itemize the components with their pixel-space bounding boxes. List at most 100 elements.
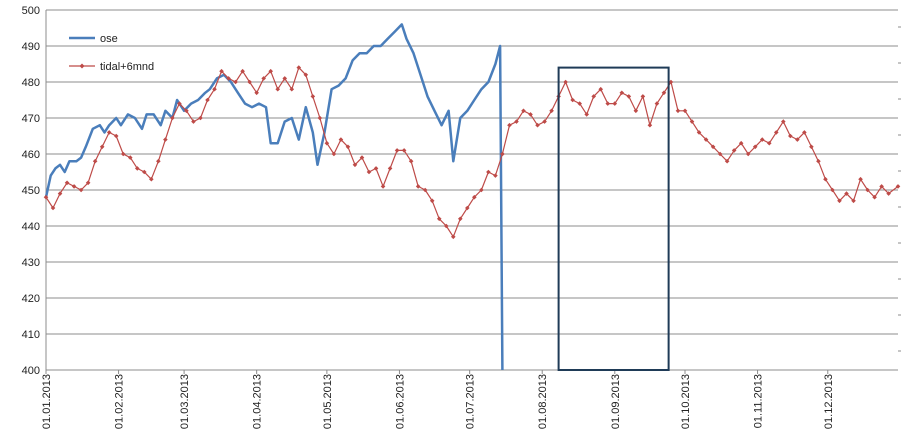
- point-tidal+6mnd-119: [879, 184, 884, 189]
- point-tidal+6mnd-45: [359, 155, 365, 160]
- point-tidal+6mnd-121: [895, 184, 901, 189]
- point-tidal+6mnd-47: [373, 166, 379, 171]
- point-tidal+6mnd-94: [703, 137, 709, 142]
- point-tidal+6mnd-65: [500, 151, 505, 157]
- point-tidal+6mnd-25: [219, 68, 224, 74]
- point-tidal+6mnd-79: [598, 86, 604, 92]
- point-tidal+6mnd-75: [570, 97, 575, 103]
- point-tidal+6mnd-109: [809, 144, 814, 150]
- point-tidal+6mnd-13: [134, 166, 140, 171]
- point-tidal+6mnd-92: [689, 119, 695, 124]
- point-tidal+6mnd-6: [85, 180, 91, 186]
- y-tick-label-490: 490: [22, 41, 40, 53]
- point-tidal+6mnd-95: [710, 144, 716, 150]
- series: [43, 23, 901, 371]
- point-tidal+6mnd-46: [366, 169, 372, 175]
- point-tidal+6mnd-34: [282, 76, 288, 81]
- point-tidal+6mnd-11: [120, 151, 126, 157]
- point-tidal+6mnd-17: [163, 137, 168, 142]
- point-tidal+6mnd-91: [682, 108, 688, 114]
- point-tidal+6mnd-20: [184, 108, 189, 114]
- y-tick-label-410: 410: [22, 329, 40, 341]
- point-tidal+6mnd-56: [436, 216, 442, 222]
- point-tidal+6mnd-29: [247, 79, 252, 85]
- point-tidal+6mnd-78: [591, 94, 597, 99]
- point-tidal+6mnd-76: [577, 101, 582, 106]
- x-tick-label-01.03.2013: 01.03.2013: [179, 374, 191, 429]
- point-tidal+6mnd-84: [633, 108, 639, 114]
- point-tidal+6mnd-114: [844, 191, 849, 196]
- point-tidal+6mnd-99: [738, 140, 744, 146]
- point-tidal+6mnd-93: [696, 130, 702, 135]
- point-tidal+6mnd-108: [802, 130, 807, 135]
- point-tidal+6mnd-22: [198, 115, 203, 121]
- point-tidal+6mnd-40: [324, 140, 330, 146]
- point-tidal+6mnd-112: [830, 187, 835, 193]
- point-tidal+6mnd-31: [261, 76, 266, 81]
- point-tidal+6mnd-115: [851, 198, 856, 204]
- point-tidal+6mnd-117: [865, 187, 870, 193]
- point-tidal+6mnd-21: [191, 119, 196, 124]
- point-tidal+6mnd-18: [170, 115, 175, 121]
- point-tidal+6mnd-53: [415, 184, 421, 189]
- point-tidal+6mnd-104: [773, 130, 779, 135]
- point-tidal+6mnd-82: [619, 90, 625, 96]
- point-tidal+6mnd-83: [626, 94, 632, 99]
- x-tick-label-01.07.2013: 01.07.2013: [465, 374, 477, 429]
- point-tidal+6mnd-80: [605, 101, 611, 106]
- point-tidal+6mnd-85: [640, 94, 646, 99]
- point-tidal+6mnd-37: [303, 72, 309, 78]
- x-tick-label-01.10.2013: 01.10.2013: [680, 374, 692, 429]
- x-tick-labels: 01.01.2013 01.02.2013 01.03.2013 01.04.2013…: [41, 374, 835, 429]
- point-tidal+6mnd-98: [731, 148, 737, 153]
- point-tidal+6mnd-58: [450, 234, 456, 240]
- x-tick-label-01.08.2013: 01.08.2013: [537, 374, 549, 429]
- y-tick-label-430: 430: [22, 257, 40, 269]
- point-tidal+6mnd-7: [92, 158, 98, 164]
- point-tidal+6mnd-102: [759, 137, 765, 142]
- legend-marker-tidal: [79, 63, 85, 69]
- point-tidal+6mnd-103: [766, 140, 772, 146]
- point-tidal+6mnd-77: [584, 112, 589, 117]
- point-tidal+6mnd-27: [233, 79, 238, 85]
- point-tidal+6mnd-4: [71, 184, 77, 189]
- point-tidal+6mnd-71: [542, 119, 547, 124]
- point-tidal+6mnd-0: [43, 194, 49, 200]
- point-tidal+6mnd-116: [858, 176, 863, 182]
- point-tidal+6mnd-66: [507, 122, 512, 128]
- point-tidal+6mnd-106: [788, 133, 793, 139]
- point-tidal+6mnd-24: [212, 86, 217, 92]
- point-tidal+6mnd-35: [289, 86, 295, 92]
- point-tidal+6mnd-39: [317, 115, 323, 121]
- axes: [45, 10, 901, 374]
- point-tidal+6mnd-88: [661, 90, 667, 96]
- point-tidal+6mnd-61: [472, 194, 477, 200]
- legend-label-tidal: tidal+6mnd: [100, 61, 154, 73]
- point-tidal+6mnd-41: [331, 151, 337, 157]
- point-tidal+6mnd-113: [837, 198, 842, 204]
- point-tidal+6mnd-55: [429, 198, 435, 204]
- point-tidal+6mnd-60: [465, 205, 470, 211]
- point-tidal+6mnd-9: [106, 130, 112, 135]
- point-tidal+6mnd-54: [422, 187, 428, 193]
- y-tick-label-450: 450: [22, 185, 40, 197]
- point-tidal+6mnd-36: [296, 65, 302, 70]
- point-tidal+6mnd-90: [675, 108, 681, 114]
- point-tidal+6mnd-14: [142, 169, 147, 175]
- x-tick-label-01.11.2013: 01.11.2013: [753, 374, 765, 428]
- point-tidal+6mnd-62: [479, 187, 484, 193]
- y-tick-label-480: 480: [22, 77, 40, 89]
- point-tidal+6mnd-110: [816, 158, 821, 164]
- point-tidal+6mnd-74: [563, 79, 568, 85]
- point-tidal+6mnd-2: [57, 191, 63, 196]
- legend-label-ose: ose: [100, 33, 118, 45]
- point-tidal+6mnd-89: [668, 79, 674, 85]
- point-tidal+6mnd-72: [549, 108, 554, 114]
- point-tidal+6mnd-23: [205, 97, 210, 103]
- point-tidal+6mnd-33: [275, 86, 281, 92]
- series-line-ose: [44, 23, 504, 371]
- x-tick-label-01.12.2013: 01.12.2013: [823, 374, 835, 429]
- point-tidal+6mnd-43: [345, 144, 351, 150]
- x-tick-label-01.06.2013: 01.06.2013: [394, 374, 406, 429]
